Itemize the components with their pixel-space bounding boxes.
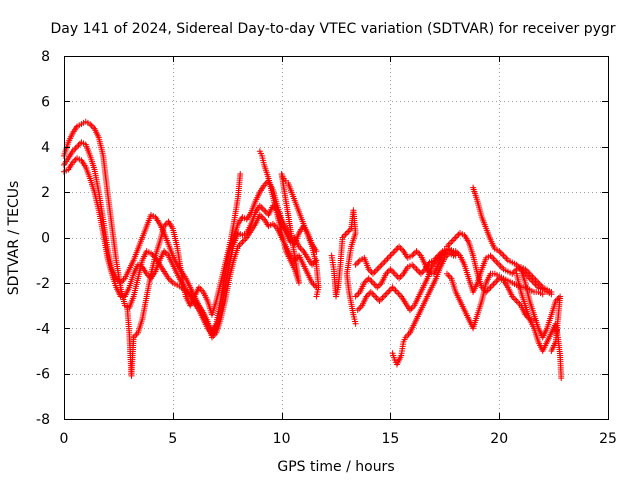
y-tick-label: -2 [36,276,50,292]
x-tick-label: 10 [273,431,291,447]
chart-title: Day 141 of 2024, Sidereal Day-to-day VTE… [50,21,615,37]
y-tick-label: -6 [36,367,50,383]
x-axis-label: GPS time / hours [277,459,394,475]
x-tick-label: 25 [599,431,617,447]
y-tick-label: -8 [36,412,50,428]
data-points [61,118,565,382]
y-tick-label: 6 [41,94,50,110]
y-tick-label: 4 [41,140,50,156]
x-tick-label: 15 [381,431,399,447]
y-tick-label: 2 [41,185,50,201]
x-tick-label: 20 [490,431,508,447]
y-tick-label: -4 [36,321,50,337]
x-tick-label: 5 [168,431,177,447]
trace-d-marker [237,170,244,177]
x-tick-label: 0 [60,431,69,447]
y-axis-label: SDTVAR / TECUs [6,181,22,296]
y-tick-label: 8 [41,49,50,65]
y-tick-label: 0 [41,231,50,247]
